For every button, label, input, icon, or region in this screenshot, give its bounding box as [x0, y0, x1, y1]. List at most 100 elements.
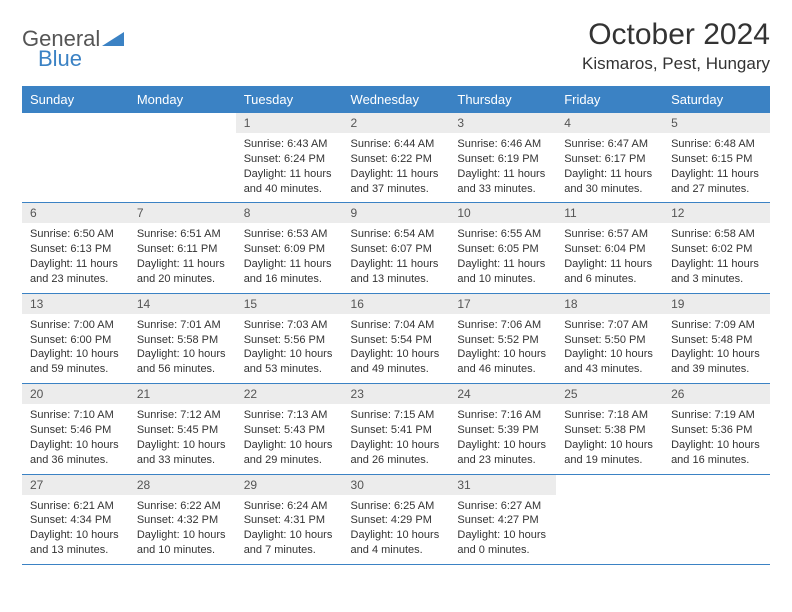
- daylight-text: Daylight: 11 hours and 40 minutes.: [244, 167, 335, 197]
- sunrise-text: Sunrise: 6:58 AM: [671, 227, 762, 242]
- sunset-text: Sunset: 6:19 PM: [457, 152, 548, 167]
- daylight-text: Daylight: 10 hours and 49 minutes.: [351, 347, 442, 377]
- day-number: 25: [556, 384, 663, 404]
- calendar-cell: 13Sunrise: 7:00 AMSunset: 6:00 PMDayligh…: [22, 293, 129, 383]
- day-body: Sunrise: 6:53 AMSunset: 6:09 PMDaylight:…: [236, 223, 343, 292]
- calendar-week-row: 13Sunrise: 7:00 AMSunset: 6:00 PMDayligh…: [22, 293, 770, 383]
- daylight-text: Daylight: 10 hours and 4 minutes.: [351, 528, 442, 558]
- day-body: Sunrise: 6:51 AMSunset: 6:11 PMDaylight:…: [129, 223, 236, 292]
- sunrise-text: Sunrise: 7:16 AM: [457, 408, 548, 423]
- sunset-text: Sunset: 6:00 PM: [30, 333, 121, 348]
- day-number: 30: [343, 475, 450, 495]
- sunset-text: Sunset: 5:41 PM: [351, 423, 442, 438]
- calendar-week-row: 27Sunrise: 6:21 AMSunset: 4:34 PMDayligh…: [22, 474, 770, 564]
- sunrise-text: Sunrise: 7:04 AM: [351, 318, 442, 333]
- calendar-cell: 3Sunrise: 6:46 AMSunset: 6:19 PMDaylight…: [449, 113, 556, 203]
- calendar-cell: 1Sunrise: 6:43 AMSunset: 6:24 PMDaylight…: [236, 113, 343, 203]
- day-number: [129, 113, 236, 133]
- sunset-text: Sunset: 5:50 PM: [564, 333, 655, 348]
- daylight-text: Daylight: 10 hours and 43 minutes.: [564, 347, 655, 377]
- day-body: Sunrise: 6:25 AMSunset: 4:29 PMDaylight:…: [343, 495, 450, 564]
- day-body: Sunrise: 7:04 AMSunset: 5:54 PMDaylight:…: [343, 314, 450, 383]
- day-body: Sunrise: 6:48 AMSunset: 6:15 PMDaylight:…: [663, 133, 770, 202]
- calendar-cell: 16Sunrise: 7:04 AMSunset: 5:54 PMDayligh…: [343, 293, 450, 383]
- day-body: Sunrise: 7:00 AMSunset: 6:00 PMDaylight:…: [22, 314, 129, 383]
- calendar-cell: 12Sunrise: 6:58 AMSunset: 6:02 PMDayligh…: [663, 203, 770, 293]
- day-body: Sunrise: 6:47 AMSunset: 6:17 PMDaylight:…: [556, 133, 663, 202]
- day-body: Sunrise: 6:27 AMSunset: 4:27 PMDaylight:…: [449, 495, 556, 564]
- day-of-week-row: SundayMondayTuesdayWednesdayThursdayFrid…: [22, 86, 770, 113]
- calendar-cell: 25Sunrise: 7:18 AMSunset: 5:38 PMDayligh…: [556, 384, 663, 474]
- daylight-text: Daylight: 10 hours and 19 minutes.: [564, 438, 655, 468]
- day-body: Sunrise: 6:44 AMSunset: 6:22 PMDaylight:…: [343, 133, 450, 202]
- daylight-text: Daylight: 10 hours and 23 minutes.: [457, 438, 548, 468]
- day-body: Sunrise: 6:55 AMSunset: 6:05 PMDaylight:…: [449, 223, 556, 292]
- day-number: 9: [343, 203, 450, 223]
- sunset-text: Sunset: 5:36 PM: [671, 423, 762, 438]
- day-number: 27: [22, 475, 129, 495]
- calendar-cell: 27Sunrise: 6:21 AMSunset: 4:34 PMDayligh…: [22, 474, 129, 564]
- sunrise-text: Sunrise: 6:46 AM: [457, 137, 548, 152]
- calendar-cell: [22, 113, 129, 203]
- sunrise-text: Sunrise: 7:18 AM: [564, 408, 655, 423]
- logo-triangle-icon: [102, 28, 124, 51]
- calendar-cell: 24Sunrise: 7:16 AMSunset: 5:39 PMDayligh…: [449, 384, 556, 474]
- title-block: October 2024 Kismaros, Pest, Hungary: [582, 18, 770, 74]
- day-number: 22: [236, 384, 343, 404]
- calendar-cell: 22Sunrise: 7:13 AMSunset: 5:43 PMDayligh…: [236, 384, 343, 474]
- day-body: Sunrise: 7:01 AMSunset: 5:58 PMDaylight:…: [129, 314, 236, 383]
- day-body: Sunrise: 6:50 AMSunset: 6:13 PMDaylight:…: [22, 223, 129, 292]
- day-number: 14: [129, 294, 236, 314]
- header: General October 2024 Kismaros, Pest, Hun…: [22, 18, 770, 74]
- daylight-text: Daylight: 11 hours and 30 minutes.: [564, 167, 655, 197]
- sunset-text: Sunset: 4:34 PM: [30, 513, 121, 528]
- daylight-text: Daylight: 10 hours and 13 minutes.: [30, 528, 121, 558]
- day-number: 2: [343, 113, 450, 133]
- sunset-text: Sunset: 5:39 PM: [457, 423, 548, 438]
- day-body: Sunrise: 6:21 AMSunset: 4:34 PMDaylight:…: [22, 495, 129, 564]
- day-body: Sunrise: 6:46 AMSunset: 6:19 PMDaylight:…: [449, 133, 556, 202]
- day-body: Sunrise: 7:07 AMSunset: 5:50 PMDaylight:…: [556, 314, 663, 383]
- sunrise-text: Sunrise: 7:15 AM: [351, 408, 442, 423]
- day-of-week-header: Tuesday: [236, 86, 343, 113]
- sunset-text: Sunset: 5:56 PM: [244, 333, 335, 348]
- sunset-text: Sunset: 6:02 PM: [671, 242, 762, 257]
- sunrise-text: Sunrise: 6:24 AM: [244, 499, 335, 514]
- day-number: 23: [343, 384, 450, 404]
- day-number: 8: [236, 203, 343, 223]
- sunset-text: Sunset: 6:22 PM: [351, 152, 442, 167]
- sunrise-text: Sunrise: 6:47 AM: [564, 137, 655, 152]
- location: Kismaros, Pest, Hungary: [582, 54, 770, 74]
- day-number: 4: [556, 113, 663, 133]
- daylight-text: Daylight: 10 hours and 0 minutes.: [457, 528, 548, 558]
- day-number: 17: [449, 294, 556, 314]
- daylight-text: Daylight: 11 hours and 20 minutes.: [137, 257, 228, 287]
- daylight-text: Daylight: 11 hours and 3 minutes.: [671, 257, 762, 287]
- calendar-cell: [129, 113, 236, 203]
- calendar-cell: 21Sunrise: 7:12 AMSunset: 5:45 PMDayligh…: [129, 384, 236, 474]
- calendar-cell: 2Sunrise: 6:44 AMSunset: 6:22 PMDaylight…: [343, 113, 450, 203]
- calendar-cell: 26Sunrise: 7:19 AMSunset: 5:36 PMDayligh…: [663, 384, 770, 474]
- daylight-text: Daylight: 11 hours and 37 minutes.: [351, 167, 442, 197]
- day-number: 19: [663, 294, 770, 314]
- daylight-text: Daylight: 10 hours and 7 minutes.: [244, 528, 335, 558]
- sunrise-text: Sunrise: 7:07 AM: [564, 318, 655, 333]
- day-number: [22, 113, 129, 133]
- sunrise-text: Sunrise: 6:27 AM: [457, 499, 548, 514]
- sunset-text: Sunset: 6:11 PM: [137, 242, 228, 257]
- day-body: Sunrise: 7:18 AMSunset: 5:38 PMDaylight:…: [556, 404, 663, 473]
- month-title: October 2024: [582, 18, 770, 52]
- calendar-cell: 29Sunrise: 6:24 AMSunset: 4:31 PMDayligh…: [236, 474, 343, 564]
- day-of-week-header: Monday: [129, 86, 236, 113]
- day-body: Sunrise: 7:09 AMSunset: 5:48 PMDaylight:…: [663, 314, 770, 383]
- sunrise-text: Sunrise: 7:09 AM: [671, 318, 762, 333]
- sunrise-text: Sunrise: 6:55 AM: [457, 227, 548, 242]
- calendar-week-row: 6Sunrise: 6:50 AMSunset: 6:13 PMDaylight…: [22, 203, 770, 293]
- sunrise-text: Sunrise: 6:43 AM: [244, 137, 335, 152]
- sunrise-text: Sunrise: 6:54 AM: [351, 227, 442, 242]
- day-number: 13: [22, 294, 129, 314]
- sunset-text: Sunset: 4:31 PM: [244, 513, 335, 528]
- day-body: Sunrise: 7:15 AMSunset: 5:41 PMDaylight:…: [343, 404, 450, 473]
- daylight-text: Daylight: 10 hours and 36 minutes.: [30, 438, 121, 468]
- day-number: 5: [663, 113, 770, 133]
